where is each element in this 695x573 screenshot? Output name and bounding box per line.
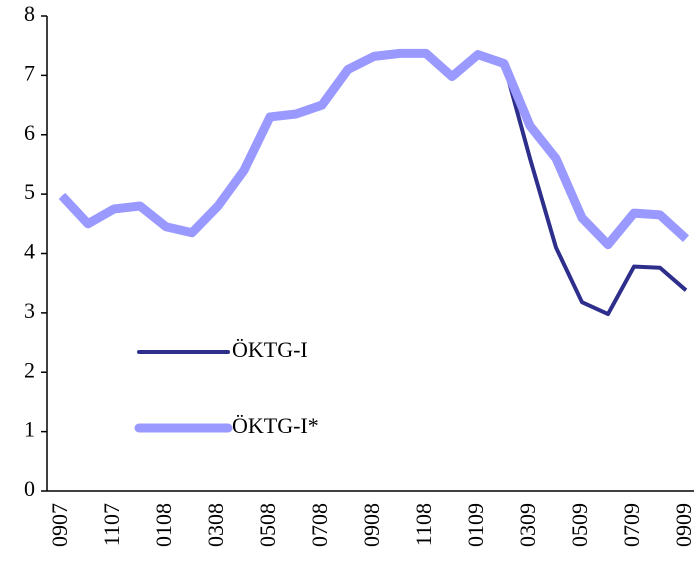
y-tick-label: 7: [24, 60, 35, 85]
x-tick-label: 0909: [671, 503, 695, 547]
y-tick-label: 5: [24, 179, 35, 204]
x-tick-label: 0508: [255, 503, 280, 547]
series-line: [60, 51, 688, 317]
x-tick-label: 0709: [619, 503, 644, 547]
x-tick-label: 0108: [151, 503, 176, 547]
legend-label: ÖKTG-I*: [232, 413, 319, 438]
y-tick-label: 4: [24, 239, 35, 264]
y-tick-label: 6: [24, 120, 35, 145]
x-tick-label: 0308: [203, 503, 228, 547]
y-tick-label: 0: [24, 476, 35, 501]
x-tick-label: 1107: [99, 503, 124, 546]
x-tick-label: 0907: [47, 503, 72, 547]
y-tick-label: 8: [24, 1, 35, 26]
y-tick-label: 1: [24, 417, 35, 442]
x-tick-label: 0109: [463, 503, 488, 547]
x-tick-label: 0509: [567, 503, 592, 547]
x-tick-label: 1108: [411, 503, 436, 546]
y-tick-label: 2: [24, 357, 35, 382]
x-tick-label: 0708: [307, 503, 332, 547]
series-line: [58, 48, 690, 250]
x-tick-label: 0908: [359, 503, 384, 547]
y-tick-label: 3: [24, 298, 35, 323]
legend-label: ÖKTG-I: [232, 337, 308, 362]
x-tick-label: 0309: [515, 503, 540, 547]
